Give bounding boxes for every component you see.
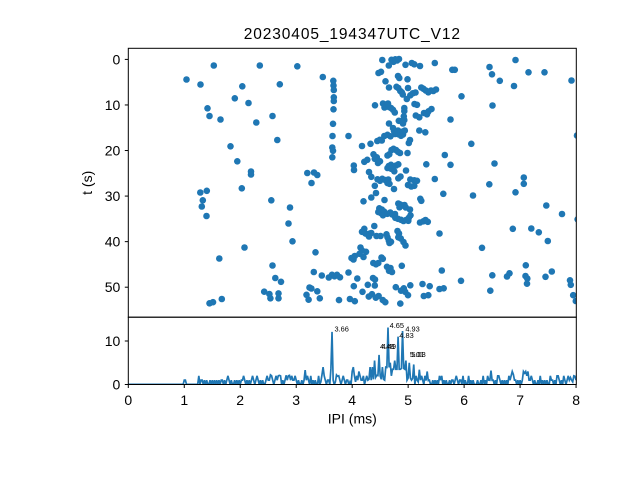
- svg-text:5: 5: [404, 392, 412, 408]
- svg-text:4.93: 4.93: [405, 324, 419, 333]
- svg-text:0: 0: [124, 392, 132, 408]
- svg-text:0: 0: [113, 51, 121, 67]
- svg-text:30: 30: [105, 188, 121, 204]
- svg-text:t (s): t (s): [79, 171, 95, 195]
- svg-text:5.03: 5.03: [411, 350, 425, 359]
- svg-text:4.83: 4.83: [399, 331, 413, 340]
- svg-text:0: 0: [113, 377, 121, 393]
- svg-text:6: 6: [460, 392, 468, 408]
- svg-text:20: 20: [105, 143, 121, 159]
- svg-text:10: 10: [105, 333, 121, 349]
- svg-text:3: 3: [292, 392, 300, 408]
- svg-text:7: 7: [516, 392, 524, 408]
- svg-text:40: 40: [105, 234, 121, 250]
- svg-text:1: 1: [180, 392, 188, 408]
- svg-text:50: 50: [105, 279, 121, 295]
- svg-text:2: 2: [236, 392, 244, 408]
- svg-text:4.65: 4.65: [390, 321, 404, 330]
- svg-text:4.49: 4.49: [382, 342, 396, 351]
- svg-text:10: 10: [105, 97, 121, 113]
- svg-text:8: 8: [572, 392, 580, 408]
- svg-text:20230405_194347UTC_V12: 20230405_194347UTC_V12: [244, 26, 461, 43]
- svg-text:4.48: 4.48: [380, 342, 394, 351]
- svg-text:4: 4: [348, 392, 356, 408]
- svg-text:IPI (ms): IPI (ms): [328, 411, 377, 427]
- svg-text:3.66: 3.66: [335, 325, 349, 334]
- svg-text:5.01: 5.01: [410, 350, 424, 359]
